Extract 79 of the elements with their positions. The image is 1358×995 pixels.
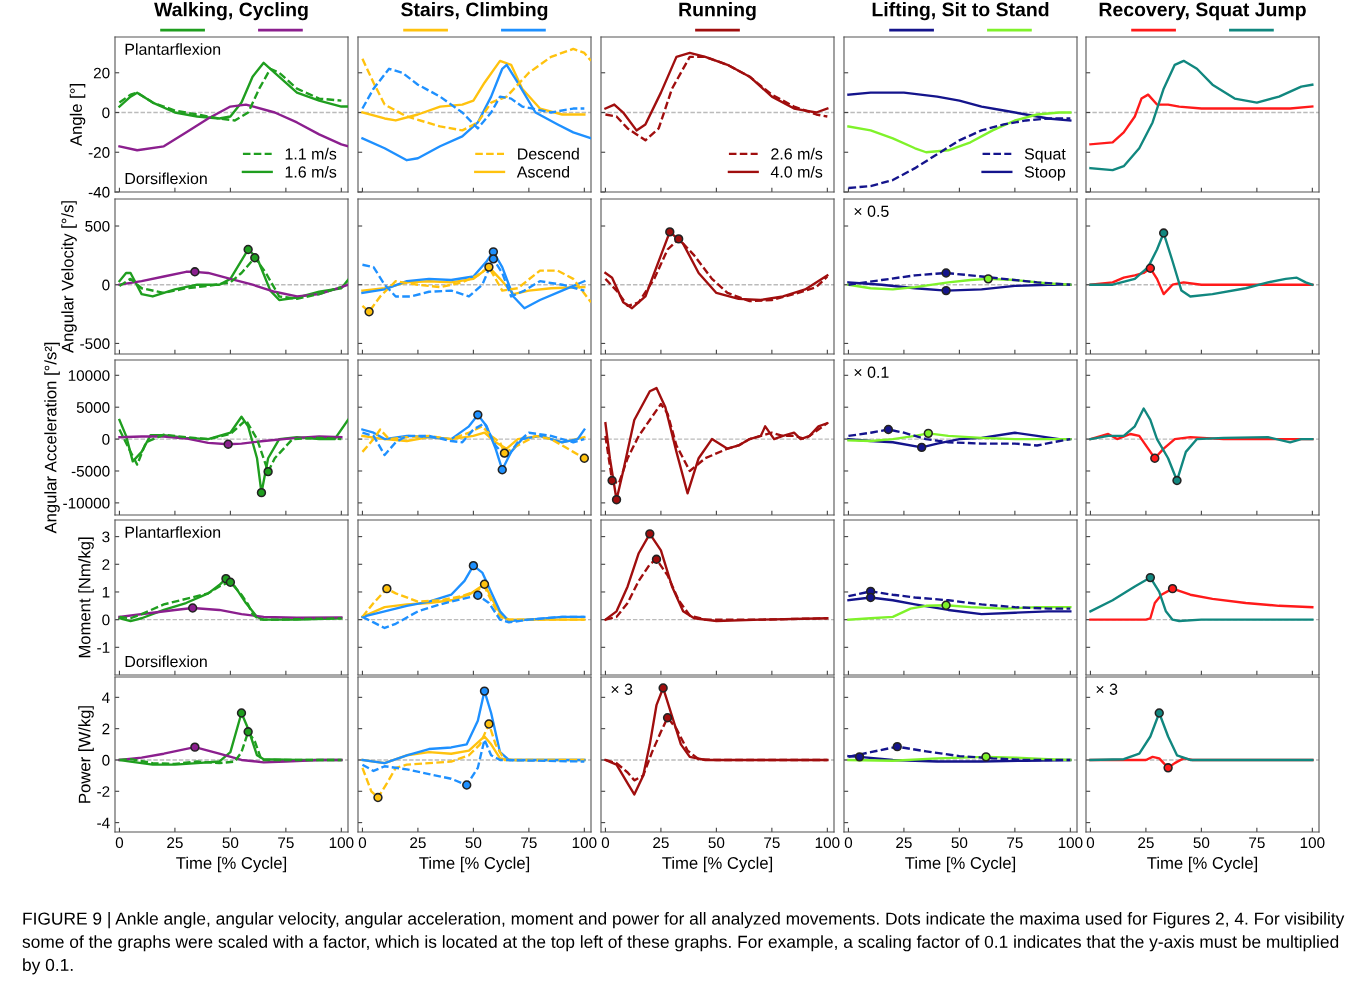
x-tick-label: 100: [1058, 837, 1083, 849]
y-tick-label: -5000: [71, 465, 110, 477]
y-tick-label: 1: [102, 586, 110, 598]
y-tick-label: -4: [97, 817, 110, 829]
legend-label: Descend: [518, 147, 579, 160]
x-axis-title: Time [% Cycle]: [905, 856, 1016, 873]
legend-label: Ascend: [516, 165, 570, 178]
x-tick-label: 0: [1086, 837, 1095, 849]
x-tick-label: 75: [521, 837, 537, 849]
x-tick-label: 25: [653, 837, 669, 849]
legend-label: 4.0 m/s: [770, 165, 823, 178]
x-axis-title: Time [% Cycle]: [662, 856, 773, 873]
y-tick-label: 10000: [68, 370, 110, 381]
annotation: Dorsiflexion: [125, 655, 207, 668]
chart-title: Running: [679, 2, 756, 21]
annotation: Plantarflexion: [125, 43, 221, 55]
x-tick-label: 25: [410, 837, 426, 849]
y-tick-label: 2: [102, 723, 110, 735]
y-tick-label: -2: [97, 786, 110, 797]
y-tick-label: 0: [102, 279, 110, 291]
x-tick-label: 50: [222, 837, 239, 849]
chart-title: Lifting, Sit to Stand: [872, 2, 1049, 21]
x-tick-label: 100: [815, 837, 840, 849]
x-tick-label: 50: [1193, 837, 1210, 849]
y-tick-label: 2: [102, 559, 110, 570]
x-axis-title: Time [% Cycle]: [176, 856, 287, 873]
caption: FIGURE 9 | Ankle angle, angular velocity, angular acceleration, moment and power for all analyzed movements. Dots indicate the maxima used for Figures 2, 4. For visibility some of the graphs were scaled with a factor, which is located at the top left of these graphs. For example, a scaling factor of 0.1 indicates that the y-axis must be multiplied by 0.1.: [22, 912, 1345, 975]
x-tick-label: 75: [1249, 837, 1265, 849]
annotation: Dorsiflexion: [125, 172, 207, 185]
x-tick-label: 0: [358, 837, 367, 849]
x-tick-label: 50: [951, 837, 968, 849]
y-tick-label: 0: [102, 107, 110, 119]
x-tick-label: 75: [1007, 837, 1023, 849]
x-tick-label: 100: [329, 837, 354, 849]
legend-label: 2.6 m/s: [771, 147, 823, 160]
y-tick-label: 4: [101, 692, 110, 703]
annotation: × 0.1: [854, 366, 889, 378]
x-tick-label: 100: [572, 837, 597, 849]
y-tick-label: -500: [80, 338, 110, 350]
x-axis-title: Time [% Cycle]: [419, 856, 530, 873]
x-tick-label: 0: [601, 837, 610, 849]
y-tick-label: 20: [93, 67, 110, 79]
x-tick-label: 25: [896, 837, 912, 849]
annotation: × 0.5: [854, 205, 889, 217]
y-tick-label: 0: [102, 433, 110, 445]
legend-label: 1.6 m/s: [285, 165, 337, 178]
y-tick-label: 5000: [76, 402, 110, 413]
chart-title: Recovery, Squat Jump: [1099, 2, 1306, 21]
annotation: × 3: [611, 683, 633, 695]
y-axis-title: Angle [°]: [69, 84, 86, 147]
x-tick-label: 100: [1300, 837, 1325, 849]
x-tick-label: 50: [465, 837, 482, 849]
y-tick-label: 500: [85, 220, 110, 232]
legend-label: Squat: [1024, 148, 1066, 163]
y-axis-title: Moment [Nm/kg]: [78, 537, 94, 658]
x-axis-title: Time [% Cycle]: [1147, 856, 1258, 873]
x-tick-label: 0: [115, 837, 124, 849]
x-tick-label: 75: [278, 837, 294, 849]
x-tick-label: 75: [764, 837, 780, 849]
y-axis-title: Power [W/kg]: [78, 706, 94, 803]
y-tick-label: 0: [102, 754, 110, 766]
x-tick-label: 25: [1138, 837, 1154, 849]
y-axis-title: Angular Velocity [°/s]: [61, 201, 77, 353]
chart-title: Walking, Cycling: [154, 2, 308, 21]
x-tick-label: 50: [708, 837, 725, 849]
y-tick-label: -1: [97, 642, 110, 653]
y-tick-label: -10000: [63, 497, 110, 509]
y-tick-label: -40: [88, 186, 110, 198]
annotation: × 3: [1096, 683, 1118, 695]
chart-title: Stairs, Climbing: [401, 2, 548, 21]
x-tick-label: 25: [167, 837, 183, 849]
y-tick-label: -20: [88, 147, 110, 158]
legend-label: 1.1 m/s: [285, 147, 337, 160]
annotation: Plantarflexion: [125, 526, 221, 538]
y-axis-title: Angular Acceleration [°/s²]: [44, 342, 60, 534]
x-tick-label: 0: [844, 837, 853, 849]
y-tick-label: 0: [102, 614, 110, 626]
legend-label: Stoop: [1024, 166, 1066, 181]
y-tick-label: 3: [102, 531, 110, 543]
